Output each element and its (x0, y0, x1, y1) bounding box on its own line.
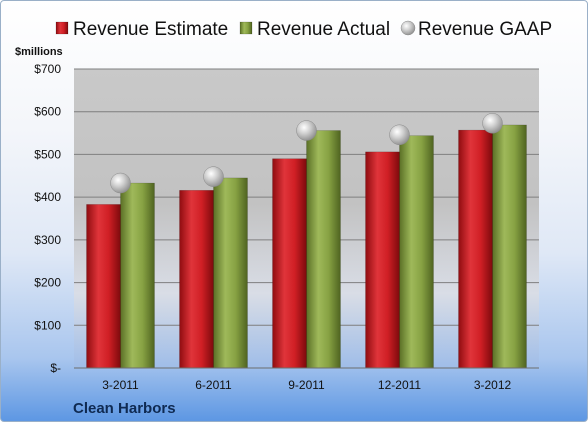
y-tick-label: $600 (34, 105, 61, 119)
legend-swatch-revenue-gaap (400, 20, 416, 36)
legend-swatch-revenue-actual (239, 21, 253, 35)
bar-revenue-actual (306, 130, 341, 369)
y-tick-label: $400 (34, 190, 61, 204)
x-tick-label: 9-2011 (288, 378, 325, 392)
marker-revenue-gaap (389, 124, 410, 146)
legend-label: Revenue Actual (257, 19, 390, 40)
bar-revenue-estimate (179, 190, 214, 369)
x-tick-label: 12-2011 (378, 378, 421, 392)
bar-revenue-actual (120, 182, 155, 369)
y-tick-label: $500 (34, 147, 61, 161)
legend-label: Revenue GAAP (418, 19, 552, 40)
bar-revenue-actual (213, 177, 248, 369)
y-tick-label: $300 (34, 233, 61, 247)
legend-swatch-revenue-estimate (55, 21, 69, 35)
bar-revenue-estimate (365, 151, 400, 369)
x-tick-label: 3-2012 (474, 378, 512, 392)
legend-label: Revenue Estimate (73, 19, 228, 40)
bar-revenue-estimate (458, 129, 493, 369)
y-unit-label: $millions (15, 46, 63, 58)
marker-revenue-gaap (296, 120, 317, 141)
marker-revenue-gaap (203, 166, 224, 187)
y-tick-label: $700 (34, 62, 61, 76)
y-tick-label: $100 (34, 318, 61, 332)
y-tick-label: $200 (34, 276, 61, 290)
bar-revenue-estimate (86, 204, 121, 369)
bar-revenue-estimate (272, 158, 307, 369)
bar-revenue-actual (399, 135, 434, 369)
x-tick-label: 6-2011 (195, 378, 232, 392)
marker-revenue-gaap (110, 172, 131, 194)
y-tick-label: $- (50, 361, 61, 375)
company-label: Clean Harbors (73, 400, 176, 417)
marker-revenue-gaap (482, 112, 503, 134)
x-tick-label: 3-2011 (102, 378, 139, 392)
bar-revenue-actual (492, 124, 527, 369)
